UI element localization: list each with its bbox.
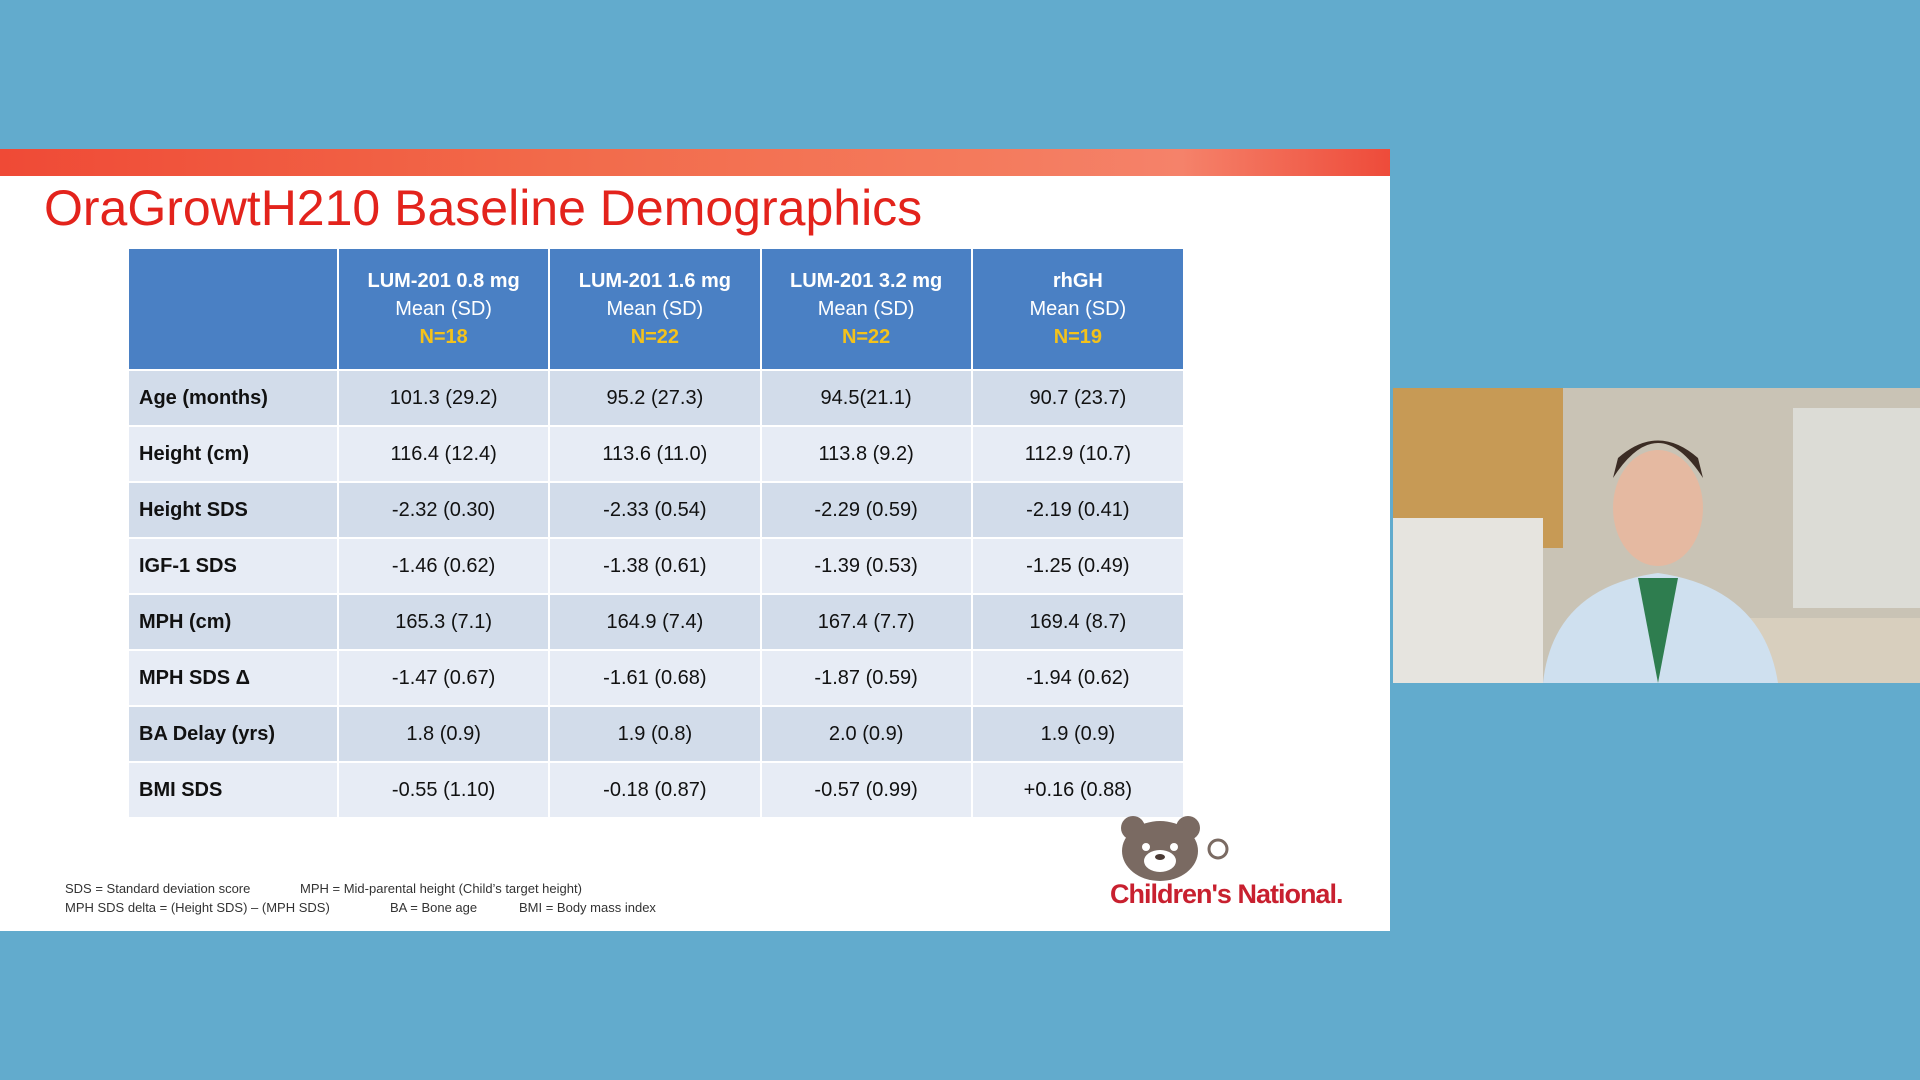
table-cell: 1.8 (0.9) xyxy=(336,705,550,762)
column-header: LUM-201 0.8 mg Mean (SD) N=18 xyxy=(336,249,550,370)
video-feed xyxy=(1393,388,1920,683)
table-cell: 116.4 (12.4) xyxy=(336,425,550,482)
logo-bear xyxy=(1121,816,1229,881)
column-header-n: N=22 xyxy=(630,326,680,348)
row-label: BMI SDS xyxy=(129,761,338,817)
table-cell: -0.18 (0.87) xyxy=(548,761,761,817)
table-cell: -1.38 (0.61) xyxy=(548,537,761,594)
table-cell: +0.16 (0.88) xyxy=(970,761,1183,817)
table-cell: 94.5(21.1) xyxy=(759,369,972,426)
table-row: MPH (cm) 165.3 (7.1) 164.9 (7.4) 167.4 (7.7… xyxy=(129,593,1183,650)
table-cell: -0.57 (0.99) xyxy=(759,761,972,817)
row-label: Height (cm) xyxy=(129,425,338,482)
table-cell: -2.32 (0.30) xyxy=(336,481,550,538)
table-cell: -1.46 (0.62) xyxy=(336,537,550,594)
row-label: Height SDS xyxy=(129,481,338,538)
header-blank xyxy=(129,249,338,370)
table-cell: -1.87 (0.59) xyxy=(759,649,972,706)
column-header-stat: Mean (SD) xyxy=(606,298,704,320)
row-label: BA Delay (yrs) xyxy=(129,705,338,762)
column-header-name: rhGH xyxy=(1052,270,1103,292)
row-label: MPH (cm) xyxy=(129,593,338,650)
header-strip xyxy=(0,149,1390,176)
table-cell: -1.25 (0.49) xyxy=(970,537,1183,594)
table-cell: -1.39 (0.53) xyxy=(759,537,972,594)
row-label: IGF-1 SDS xyxy=(129,537,338,594)
table-cell: 101.3 (29.2) xyxy=(336,369,550,426)
table-cell: -1.94 (0.62) xyxy=(970,649,1183,706)
table-row: Height (cm) 116.4 (12.4) 113.6 (11.0) 113.8… xyxy=(129,425,1183,482)
table-cell: 165.3 (7.1) xyxy=(336,593,550,650)
table-row: BA Delay (yrs) 1.8 (0.9) 1.9 (0.8) 2.0 (0.9… xyxy=(129,705,1183,762)
table-cell: 1.9 (0.9) xyxy=(970,705,1183,762)
footnote: BMI = Body mass index xyxy=(519,900,656,915)
table-cell: 2.0 (0.9) xyxy=(759,705,972,762)
column-header: rhGH Mean (SD) N=19 xyxy=(970,249,1183,370)
column-header-stat: Mean (SD) xyxy=(817,298,915,320)
row-label: MPH SDS Δ xyxy=(129,649,338,706)
footnote: BA = Bone age xyxy=(390,900,478,915)
table-cell: 1.9 (0.8) xyxy=(548,705,761,762)
column-header: LUM-201 1.6 mg Mean (SD) N=22 xyxy=(548,249,761,370)
column-header-name: LUM-201 0.8 mg xyxy=(367,270,520,292)
table-cell: 113.6 (11.0) xyxy=(548,425,761,482)
table-cell: -2.19 (0.41) xyxy=(970,481,1183,538)
table-cell: -1.47 (0.67) xyxy=(336,649,550,706)
slide: OraGrowtH210 Baseline Demographics LUM-2… xyxy=(0,149,1390,931)
column-header-stat: Mean (SD) xyxy=(395,298,492,320)
table-cell: -0.55 (1.10) xyxy=(336,761,550,817)
table-cell: 164.9 (7.4) xyxy=(548,593,761,650)
table-cell: 90.7 (23.7) xyxy=(970,369,1183,426)
video-scene xyxy=(1393,388,1920,683)
column-header: LUM-201 3.2 mg Mean (SD) N=22 xyxy=(759,249,972,370)
footnote: SDS = Standard deviation score xyxy=(65,881,251,896)
table-cell: 167.4 (7.7) xyxy=(759,593,972,650)
table-row: BMI SDS -0.55 (1.10) -0.18 (0.87) -0.57 (0.… xyxy=(129,761,1183,817)
table-cell: 169.4 (8.7) xyxy=(970,593,1183,650)
table-cell: -1.61 (0.68) xyxy=(548,649,761,706)
table-row: IGF-1 SDS -1.46 (0.62) -1.38 (0.61) -1.39 (… xyxy=(129,537,1183,594)
logo-text: Children's National. xyxy=(1110,879,1343,909)
column-header-name: LUM-201 1.6 mg xyxy=(578,270,731,292)
column-header-name: LUM-201 3.2 mg xyxy=(789,270,943,292)
demographics-table: LUM-201 0.8 mg Mean (SD) N=18 LUM-201 1.6 m… xyxy=(129,249,1183,817)
slide-title: OraGrowtH210 Baseline Demographics xyxy=(44,180,923,236)
footnote: MPH = Mid-parental height (Child’s targe… xyxy=(300,881,582,896)
table-row: Age (months) 101.3 (29.2) 95.2 (27.3) 94.5(… xyxy=(129,369,1183,426)
table-cell: -2.33 (0.54) xyxy=(548,481,761,538)
column-header-n: N=18 xyxy=(419,326,468,348)
table-cell: 95.2 (27.3) xyxy=(548,369,761,426)
footnote: MPH SDS delta = (Height SDS) – (MPH SDS) xyxy=(65,900,330,915)
row-label: Age (months) xyxy=(129,369,338,426)
column-header-n: N=22 xyxy=(841,326,891,348)
table-cell: -2.29 (0.59) xyxy=(759,481,972,538)
table-cell: 112.9 (10.7) xyxy=(970,425,1183,482)
column-header-stat: Mean (SD) xyxy=(1029,298,1127,320)
table-row: Height SDS -2.32 (0.30) -2.33 (0.54) -2.29 … xyxy=(129,481,1183,538)
column-header-n: N=19 xyxy=(1053,326,1103,348)
table-row: MPH SDS Δ -1.47 (0.67) -1.61 (0.68) -1.87 (… xyxy=(129,649,1183,706)
table-cell: 113.8 (9.2) xyxy=(759,425,972,482)
